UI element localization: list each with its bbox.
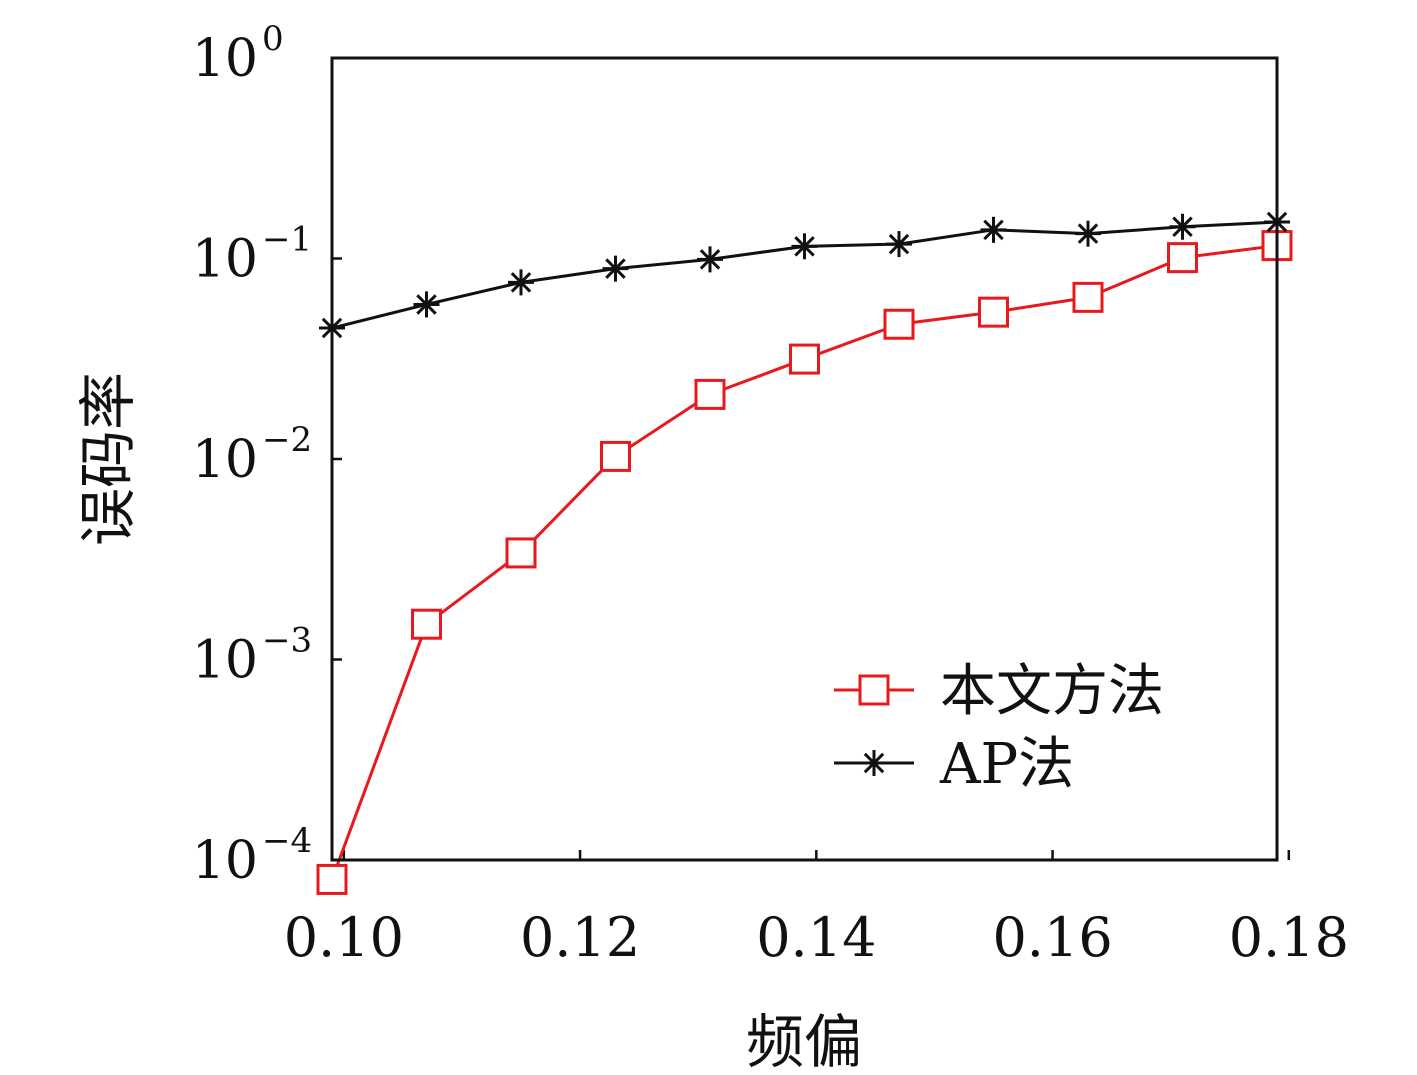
asterisk-stroke-3 (794, 236, 815, 257)
data-point (1075, 220, 1101, 247)
legend-marker-0 (858, 674, 890, 706)
data-point (791, 233, 818, 260)
y-tick-label-base: 10 (192, 631, 258, 691)
y-tick-label-base: 10 (192, 430, 258, 490)
y-tick-label-exp: 0 (262, 19, 284, 59)
legend-label-1: AP法 (939, 732, 1074, 797)
legend-label-0: 本文方法 (940, 659, 1164, 724)
data-point (886, 231, 912, 258)
data-point (600, 440, 631, 472)
legend-marker-1 (861, 750, 887, 776)
y-tick-label-base: 10 (192, 831, 258, 891)
y-tick-label-exp: −3 (262, 621, 312, 661)
asterisk-stroke-3 (699, 249, 721, 270)
data-point (980, 216, 1007, 243)
x-tick-labels: 0.10 0.12 0.14 0.16 0.18 (284, 906, 1349, 969)
plot-series (316, 209, 1293, 895)
data-point (694, 378, 726, 410)
data-point (411, 608, 442, 640)
x-tick-label: 0.18 (1229, 906, 1349, 969)
asterisk-stroke-3 (888, 233, 910, 255)
data-point (505, 537, 537, 569)
plot-frame (330, 56, 1279, 862)
y-tick-label-exp: −1 (262, 220, 312, 260)
x-axis-label: 频偏 (746, 1008, 862, 1075)
data-point (697, 246, 723, 273)
series-line-0 (330, 244, 1278, 880)
y-tick-label-exp: −2 (262, 420, 312, 460)
asterisk-stroke-3 (1172, 216, 1193, 237)
data-point (316, 863, 348, 895)
asterisk-stroke-3 (1077, 223, 1099, 244)
asterisk-stroke-3 (983, 219, 1004, 241)
asterisk-stroke-3 (510, 272, 532, 293)
data-point (883, 308, 915, 340)
series-1 (319, 209, 1290, 342)
data-point (413, 291, 440, 318)
data-point (1167, 242, 1198, 274)
y-tick-label-exp: −4 (262, 821, 312, 861)
x-tick-label: 0.10 (284, 906, 404, 969)
data-point (1169, 213, 1196, 240)
legend: 本文方法 AP法 (834, 659, 1164, 797)
y-tick-label-base: 10 (192, 230, 258, 290)
data-point (1072, 281, 1104, 313)
data-point (789, 343, 820, 375)
asterisk-stroke-3 (416, 294, 437, 315)
y-tick-label-base: 10 (192, 29, 258, 89)
data-point (602, 255, 629, 282)
axis-ticks (332, 56, 1291, 862)
asterisk-stroke-3 (863, 752, 885, 774)
x-tick-label: 0.12 (520, 906, 640, 969)
series-0 (316, 230, 1293, 895)
data-point (978, 296, 1009, 328)
x-tick-label: 0.14 (756, 906, 876, 969)
x-tick-label: 0.16 (992, 906, 1112, 969)
asterisk-stroke-3 (605, 258, 626, 279)
data-point (508, 269, 534, 296)
y-axis-label: 误码率 (74, 372, 142, 546)
